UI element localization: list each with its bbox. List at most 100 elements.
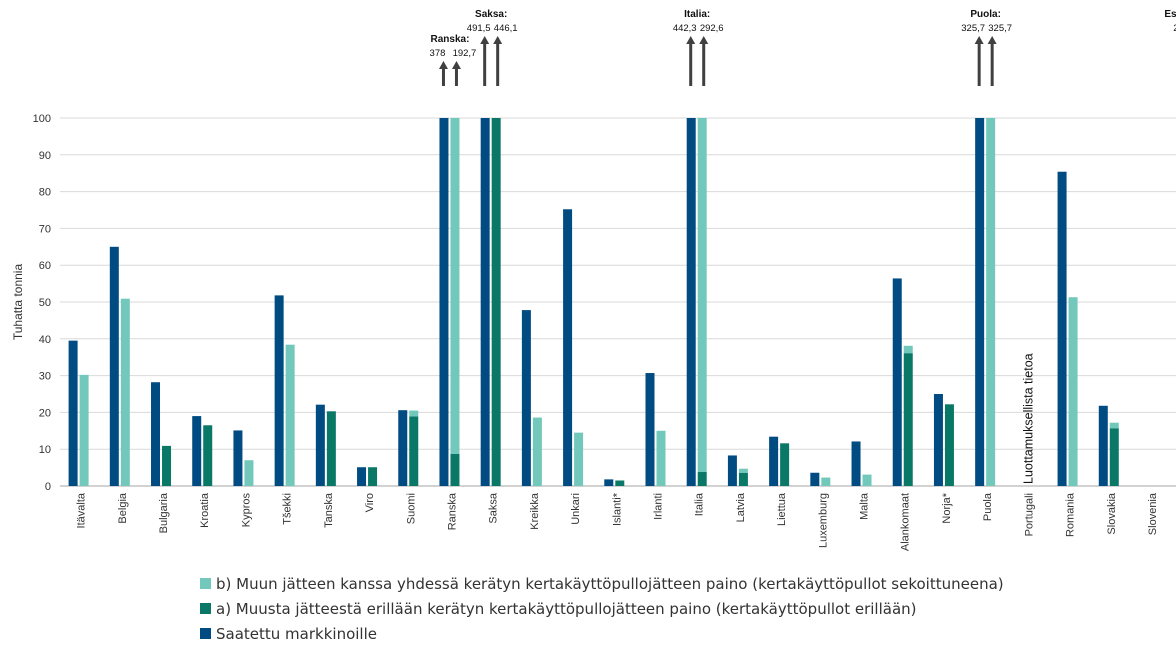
bar-market <box>769 436 779 486</box>
arrow-head <box>974 36 984 44</box>
x-tick-label: Italia <box>694 492 706 516</box>
bar-market <box>892 278 902 486</box>
legend-label-separate: a) Muusta jätteestä erillään kerätyn ker… <box>216 599 917 618</box>
y-tick-label: 40 <box>39 334 51 346</box>
confidential-note: Luottamuksellista tietoa <box>1021 353 1035 484</box>
legend-item-separate: a) Muusta jätteestä erillään kerätyn ker… <box>200 596 1004 621</box>
annotation-value: 378 <box>430 48 446 59</box>
bar-mixed <box>120 298 130 486</box>
y-tick-label: 70 <box>39 223 51 235</box>
y-tick-label: 10 <box>39 444 51 456</box>
y-tick-label: 100 <box>33 113 51 125</box>
bar-market <box>439 118 449 486</box>
arrow-head <box>493 36 503 44</box>
bar-separate <box>780 443 790 486</box>
bar-separate <box>491 118 501 486</box>
annotation-title: Puola: <box>970 9 1001 20</box>
annotation-value: 446,1 <box>494 23 518 34</box>
bar-market <box>357 467 367 486</box>
bar-mixed <box>450 118 460 454</box>
bar-mixed <box>738 468 748 473</box>
x-tick-label: Kreikka <box>529 492 541 530</box>
bar-market <box>151 382 161 486</box>
x-tick-label: Tanska <box>323 492 335 528</box>
bar-market <box>521 310 531 486</box>
bar-market <box>109 246 119 486</box>
annotation-value: 442,3 <box>673 23 697 34</box>
bar-market <box>1098 405 1108 486</box>
bar-mixed <box>821 477 831 486</box>
bar-market <box>480 118 490 486</box>
bar-mixed <box>532 417 542 486</box>
annotation-value: 292,6 <box>700 23 724 34</box>
bar-market <box>975 118 985 486</box>
x-tick-label: Alankomaat <box>900 493 912 551</box>
bar-mixed <box>244 460 254 486</box>
bar-separate <box>615 480 625 486</box>
x-tick-label: Irlanti <box>653 493 665 520</box>
arrow-head <box>699 36 709 44</box>
y-tick-label: 80 <box>39 187 51 199</box>
bar-mixed <box>697 118 707 473</box>
bar-market <box>192 416 202 486</box>
x-tick-label: Slovakia <box>1106 492 1118 534</box>
bar-market <box>810 472 820 486</box>
y-tick-label: 0 <box>45 481 51 493</box>
bar-separate <box>368 467 378 486</box>
x-tick-label: Portugali <box>1023 493 1035 536</box>
bar-market <box>233 430 243 486</box>
annotation-value: 192,7 <box>453 48 477 59</box>
bar-mixed <box>574 432 584 486</box>
x-tick-label: Ranska <box>446 492 458 530</box>
bar-mixed <box>656 430 666 486</box>
legend-item-mixed: b) Muun jätteen kanssa yhdessä kerätyn k… <box>200 571 1004 596</box>
arrow-head <box>438 61 448 69</box>
arrow-head <box>480 36 490 44</box>
x-tick-label: Luxemburg <box>817 493 829 548</box>
arrow-head <box>987 36 997 44</box>
arrow-head <box>686 36 696 44</box>
bar-market <box>727 455 737 486</box>
y-tick-label: 60 <box>39 260 51 272</box>
x-tick-label: Malta <box>859 492 871 520</box>
y-axis-label: Tuhatta tonnia <box>11 264 25 341</box>
y-tick-label: 90 <box>39 150 51 162</box>
x-tick-label: Kroatia <box>199 492 211 528</box>
arrow-head <box>451 61 461 69</box>
bar-mixed <box>409 410 419 417</box>
y-tick-label: 50 <box>39 297 51 309</box>
bar-separate <box>326 411 336 486</box>
bar-mixed <box>903 345 913 354</box>
legend-swatch-market <box>200 628 211 639</box>
bar-mixed <box>986 118 996 486</box>
x-tick-label: Itävalta <box>76 492 88 528</box>
bar-mixed <box>285 344 295 486</box>
bar-market <box>604 479 614 486</box>
bar-separate <box>450 453 460 486</box>
annotation-value: 325,7 <box>961 23 985 34</box>
bar-market <box>563 209 573 486</box>
annotation-value: 491,5 <box>467 23 491 34</box>
bar-separate <box>944 404 954 486</box>
bar-mixed <box>1068 297 1078 486</box>
bar-market <box>645 373 655 486</box>
x-tick-label: Islanti* <box>611 492 623 526</box>
x-tick-label: Romania <box>1065 492 1077 537</box>
legend: b) Muun jätteen kanssa yhdessä kerätyn k… <box>200 571 1004 646</box>
x-tick-label: Norja* <box>941 492 953 523</box>
bar-mixed <box>79 374 89 486</box>
annotation-title: Saksa: <box>475 9 507 20</box>
bar-mixed <box>862 474 872 486</box>
x-tick-label: Saksa <box>488 492 500 523</box>
bar-market <box>1057 171 1067 486</box>
bar-market <box>851 441 861 486</box>
x-tick-label: Bulgaria <box>158 492 170 533</box>
annotation-title: Italia: <box>684 9 710 20</box>
bar-market <box>68 340 78 486</box>
legend-item-market: Saatettu markkinoille <box>200 621 1004 646</box>
legend-swatch-mixed <box>200 578 211 589</box>
bar-chart: 0 10 20 30 40 50 60 70 80 90 100 Tuhatta tonnia Itäv… <box>11 9 1176 551</box>
bar-separate <box>203 425 213 486</box>
x-tick-label: Slovenia <box>1147 492 1159 535</box>
bar-separate <box>903 353 913 486</box>
